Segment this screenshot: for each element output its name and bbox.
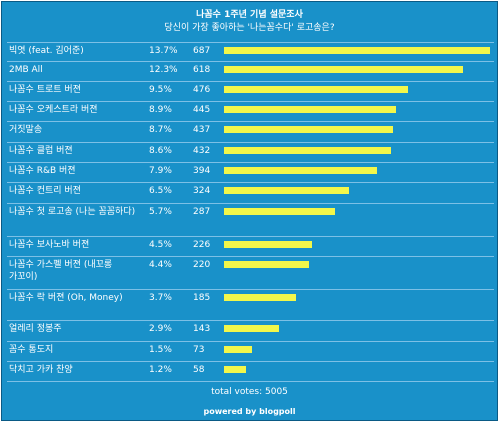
option-vote-count: 58 bbox=[193, 365, 205, 375]
option-percent: 12.3% bbox=[149, 65, 178, 75]
result-bar bbox=[224, 126, 393, 133]
result-bar bbox=[224, 261, 309, 268]
powered-by-link[interactable]: powered by blogpoll bbox=[203, 407, 296, 416]
result-bar bbox=[224, 325, 279, 332]
option-vote-count: 618 bbox=[193, 65, 211, 75]
poll-title: 나꼼수 1주년 기념 설문조사 bbox=[196, 10, 303, 20]
option-label: 나꼼수 가스펠 버젼 (내꼬롱 가꼬이) bbox=[9, 260, 113, 282]
option-vote-count: 394 bbox=[193, 166, 211, 176]
row-divider bbox=[7, 142, 494, 143]
option-label: 나꼼수 보사노바 버젼 bbox=[9, 240, 90, 250]
row-divider bbox=[7, 81, 494, 82]
option-label: 거짓말송 bbox=[9, 125, 43, 135]
option-label: 2MB All bbox=[9, 65, 43, 75]
option-label: 빅엿 (feat. 김어준) bbox=[9, 46, 84, 56]
option-vote-count: 220 bbox=[193, 260, 211, 270]
option-vote-count: 476 bbox=[193, 85, 211, 95]
row-divider bbox=[7, 289, 494, 290]
option-percent: 8.9% bbox=[149, 105, 172, 115]
option-percent: 1.2% bbox=[149, 365, 172, 375]
option-vote-count: 432 bbox=[193, 146, 211, 156]
option-label: 얼레리 정봉주 bbox=[9, 324, 62, 334]
option-percent: 4.5% bbox=[149, 240, 172, 250]
option-label: 나꼼수 트로트 버젼 bbox=[9, 85, 81, 95]
result-bar bbox=[224, 241, 312, 248]
result-bar bbox=[224, 147, 391, 154]
result-bar bbox=[224, 167, 377, 174]
option-vote-count: 185 bbox=[193, 293, 211, 303]
option-percent: 2.9% bbox=[149, 324, 172, 334]
option-label: 나꼼수 첫 로고송 (나는 꼼꼼하다) bbox=[9, 207, 136, 217]
poll-results: 빅엿 (feat. 김어준) 13.7% 687 2MB All 12.3% 618 나꼼수… bbox=[2, 2, 497, 420]
row-divider bbox=[7, 381, 494, 382]
row-divider bbox=[7, 256, 494, 257]
row-divider bbox=[7, 236, 494, 237]
result-bar bbox=[224, 366, 246, 373]
option-vote-count: 143 bbox=[193, 324, 211, 334]
option-vote-count: 445 bbox=[193, 105, 211, 115]
option-label: 나꼼수 오케스트라 버젼 bbox=[9, 105, 98, 115]
option-label: 나꼼수 락 버젼 (Oh, Money) bbox=[9, 293, 123, 303]
option-percent: 13.7% bbox=[149, 46, 178, 56]
option-percent: 5.7% bbox=[149, 207, 172, 217]
result-bar bbox=[224, 66, 463, 73]
row-divider bbox=[7, 361, 494, 362]
row-divider bbox=[7, 121, 494, 122]
option-label: 닥치고 가카 찬양 bbox=[9, 365, 73, 375]
option-vote-count: 687 bbox=[193, 46, 211, 56]
option-percent: 6.5% bbox=[149, 186, 172, 196]
option-vote-count: 437 bbox=[193, 125, 211, 135]
option-label: 나꼼수 클럽 버젼 bbox=[9, 146, 73, 156]
total-votes: total votes: 5005 bbox=[211, 387, 288, 397]
option-percent: 1.5% bbox=[149, 345, 172, 355]
option-label: 나꼼수 컨트리 버젼 bbox=[9, 186, 81, 196]
option-vote-count: 287 bbox=[193, 207, 211, 217]
option-label: 꼼수 통도지 bbox=[9, 345, 54, 355]
row-divider bbox=[7, 341, 494, 342]
result-bar bbox=[224, 106, 396, 113]
option-percent: 8.7% bbox=[149, 125, 172, 135]
row-divider bbox=[7, 162, 494, 163]
result-bar bbox=[224, 47, 490, 54]
result-bar bbox=[224, 187, 349, 194]
row-divider bbox=[7, 182, 494, 183]
row-divider bbox=[7, 101, 494, 102]
result-bar bbox=[224, 346, 252, 353]
row-divider bbox=[7, 42, 494, 43]
option-label: 나꼼수 R&B 버젼 bbox=[9, 166, 76, 176]
option-percent: 7.9% bbox=[149, 166, 172, 176]
option-percent: 3.7% bbox=[149, 293, 172, 303]
result-bar bbox=[224, 208, 335, 215]
option-vote-count: 226 bbox=[193, 240, 211, 250]
option-vote-count: 324 bbox=[193, 186, 211, 196]
row-divider bbox=[7, 61, 494, 62]
row-divider bbox=[7, 203, 494, 204]
row-divider bbox=[7, 320, 494, 321]
option-percent: 9.5% bbox=[149, 85, 172, 95]
result-bar bbox=[224, 294, 296, 301]
poll-subtitle: 당신이 가장 좋아하는 '나는꼼수다' 로고송은? bbox=[164, 23, 335, 33]
option-percent: 8.6% bbox=[149, 146, 172, 156]
option-percent: 4.4% bbox=[149, 260, 172, 270]
result-bar bbox=[224, 86, 408, 93]
option-vote-count: 73 bbox=[193, 345, 205, 355]
